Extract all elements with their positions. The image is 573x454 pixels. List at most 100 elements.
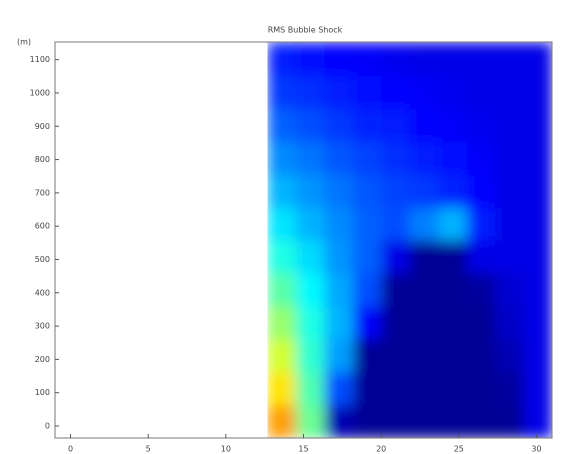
heat-cell: [523, 372, 552, 406]
heat-cell: [438, 240, 468, 274]
heat-cell: [466, 108, 496, 142]
heat-cell: [296, 42, 326, 76]
heat-cell: [296, 306, 326, 340]
heat-cell: [267, 108, 297, 142]
heat-cell: [324, 306, 354, 340]
heat-cell: [523, 141, 552, 175]
heat-cell: [495, 174, 525, 208]
heat-cell: [324, 174, 354, 208]
heat-cell: [381, 372, 411, 406]
heat-cell: [381, 75, 411, 109]
heat-cell: [381, 141, 411, 175]
heat-cell: [438, 141, 468, 175]
heat-cell: [324, 141, 354, 175]
heat-cell: [466, 372, 496, 406]
x-tick-label: 5: [146, 445, 151, 454]
heat-cell: [495, 339, 525, 373]
heat-cell: [438, 306, 468, 340]
heat-cell: [466, 405, 496, 438]
heat-cell: [353, 240, 382, 274]
heat-cell: [324, 207, 354, 241]
heat-cell: [409, 75, 439, 109]
heat-cell: [523, 42, 552, 76]
heat-cell: [353, 108, 382, 142]
x-tick-label: 0: [68, 445, 73, 454]
heat-cell: [324, 108, 354, 142]
heat-cell: [381, 306, 411, 340]
heat-cell: [353, 75, 382, 109]
heat-cell: [381, 405, 411, 438]
heat-cell: [267, 42, 297, 76]
heat-cell: [409, 141, 439, 175]
heat-cell: [353, 405, 382, 438]
y-tick-label: 700: [35, 188, 50, 197]
heat-cell: [296, 240, 326, 274]
heat-cell: [296, 207, 326, 241]
heat-cell: [438, 108, 468, 142]
y-axis-label: (m): [17, 38, 31, 47]
heat-cell: [495, 75, 525, 109]
x-tick-label: 10: [221, 445, 231, 454]
heat-cell: [353, 42, 382, 76]
heat-cell: [267, 273, 297, 307]
heat-cell: [324, 75, 354, 109]
heat-cell: [324, 273, 354, 307]
heatmap: [267, 42, 552, 438]
heat-cell: [409, 273, 439, 307]
heat-cell: [466, 339, 496, 373]
heat-cell: [353, 372, 382, 406]
heat-cell: [381, 174, 411, 208]
heat-cell: [409, 42, 439, 76]
heat-cell: [353, 306, 382, 340]
heat-cell: [523, 273, 552, 307]
heat-cell: [466, 42, 496, 76]
heat-cell: [267, 240, 297, 274]
heat-cell: [296, 141, 326, 175]
heat-cell: [296, 405, 326, 438]
heat-cell: [495, 405, 525, 438]
heat-cell: [438, 273, 468, 307]
heat-cell: [523, 240, 552, 274]
heat-cell: [296, 372, 326, 406]
heat-cell: [267, 405, 297, 438]
heat-cell: [267, 174, 297, 208]
y-tick-label: 1000: [30, 88, 50, 97]
heat-cell: [495, 306, 525, 340]
heat-cell: [267, 306, 297, 340]
heat-cell: [523, 207, 552, 241]
y-tick-label: 100: [35, 388, 50, 397]
heat-cell: [438, 207, 468, 241]
heat-cell: [495, 207, 525, 241]
heat-cell: [353, 273, 382, 307]
heat-cell: [324, 339, 354, 373]
y-tick-label: 600: [35, 222, 50, 231]
heat-cell: [438, 75, 468, 109]
x-tick-label: 20: [376, 445, 386, 454]
heat-cell: [381, 240, 411, 274]
heat-cell: [409, 405, 439, 438]
heat-cell: [495, 108, 525, 142]
heat-cell: [523, 405, 552, 438]
heat-cell: [353, 174, 382, 208]
heat-cell: [381, 273, 411, 307]
heat-cell: [523, 339, 552, 373]
heat-cell: [296, 174, 326, 208]
heat-cell: [495, 240, 525, 274]
heat-cell: [438, 339, 468, 373]
heat-cell: [466, 240, 496, 274]
heat-cell: [324, 372, 354, 406]
heat-cell: [409, 240, 439, 274]
heat-cell: [409, 174, 439, 208]
heat-cell: [381, 207, 411, 241]
heat-cell: [495, 141, 525, 175]
y-tick-label: 1100: [30, 55, 50, 64]
heat-cell: [381, 339, 411, 373]
heat-cell: [523, 306, 552, 340]
heat-cell: [409, 108, 439, 142]
heat-cell: [438, 174, 468, 208]
y-tick-label: 300: [35, 322, 50, 331]
y-tick-label: 400: [35, 288, 50, 297]
heat-cell: [296, 339, 326, 373]
heat-cell: [523, 108, 552, 142]
